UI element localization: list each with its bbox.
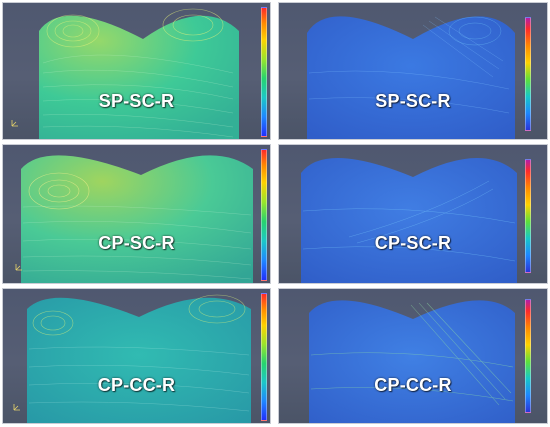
colorbar — [525, 159, 531, 273]
streamline-plot — [27, 294, 251, 423]
colorbar — [261, 7, 267, 137]
streamlines — [302, 180, 516, 262]
streamline-plot — [309, 300, 515, 423]
colorbar — [525, 17, 531, 131]
vortex-swirls — [28, 172, 90, 210]
panel-right-row2: CP-SC-R — [278, 144, 548, 284]
vortex-swirls — [46, 8, 224, 48]
orientation-axes-icon — [15, 263, 23, 271]
streamlines — [28, 346, 250, 412]
panel-left-row2: CP-SC-R — [2, 144, 271, 284]
dome-outline — [309, 300, 515, 423]
colorbar — [261, 149, 267, 281]
streamlines — [42, 54, 234, 138]
colorbar — [261, 293, 267, 421]
streamlines — [22, 205, 252, 280]
streamlines — [308, 16, 510, 114]
panel-left-row3: CP-CC-R — [2, 288, 271, 424]
panel-right-row1: SP-SC-R — [278, 2, 548, 140]
dome-outline — [39, 15, 239, 139]
dome-outline — [27, 297, 251, 423]
orientation-axes-icon — [11, 119, 19, 127]
vortex-swirls — [32, 294, 246, 336]
streamline-plot — [39, 8, 239, 139]
panel-left-row1: SP-SC-R — [2, 2, 271, 140]
streamline-plot — [301, 157, 517, 283]
streamlines — [310, 302, 514, 406]
streamline-plot — [21, 155, 253, 283]
vortex-swirls — [448, 16, 502, 46]
colorbar — [525, 299, 531, 413]
dome-outline — [21, 155, 253, 283]
orientation-axes-icon — [13, 403, 21, 411]
dome-outline — [301, 157, 517, 283]
dome-outline — [307, 16, 515, 139]
streamline-plot — [307, 16, 515, 139]
panel-right-row3: CP-CC-R — [278, 288, 548, 424]
